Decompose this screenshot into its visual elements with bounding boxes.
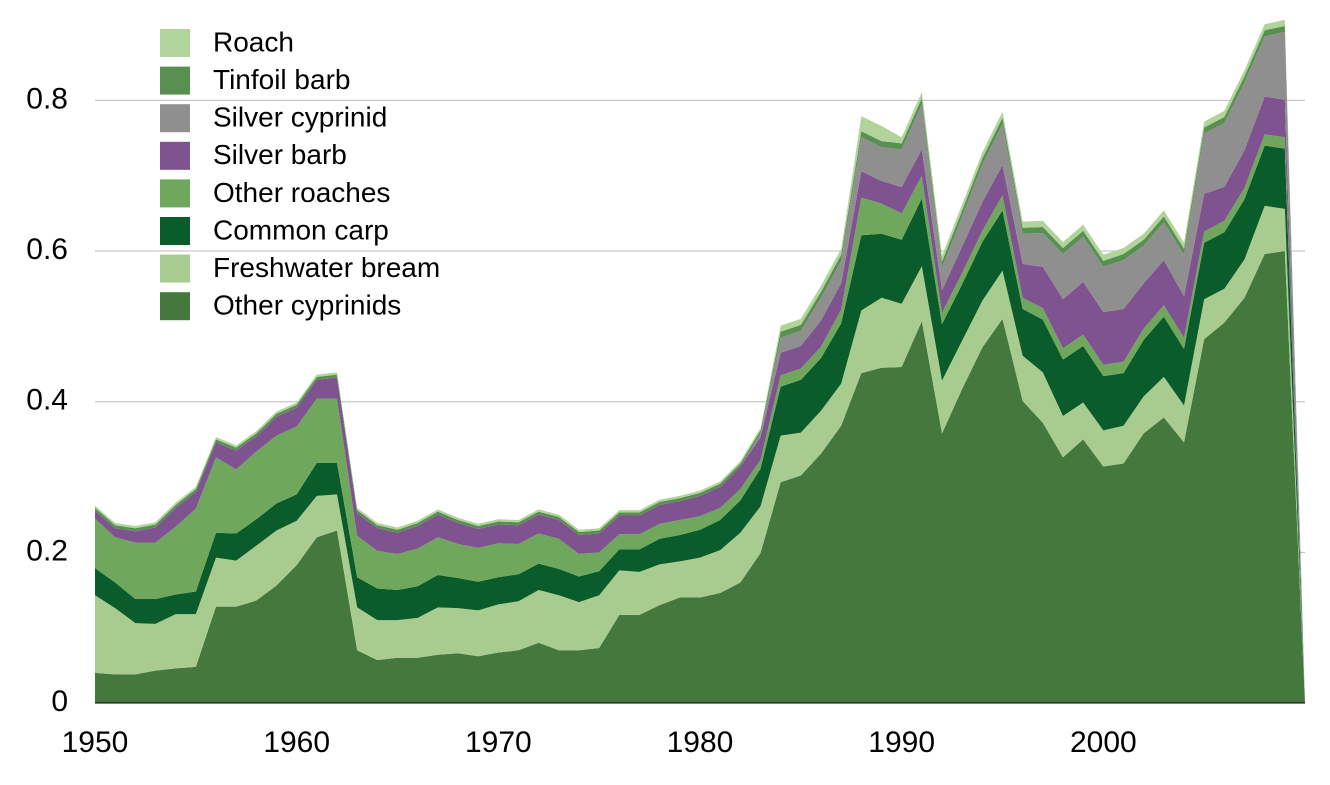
area [95, 205, 1305, 703]
legend-swatch [160, 179, 190, 208]
legend-label: Tinfoil barb [213, 64, 350, 95]
area [95, 134, 1305, 704]
x-tick-label: 2000 [1070, 726, 1137, 759]
area [95, 251, 1305, 704]
legend-label: Roach [213, 26, 294, 57]
y-tick-label: 0.8 [26, 82, 68, 115]
y-tick-label: 0.4 [26, 384, 68, 417]
legend-swatch [160, 66, 190, 95]
x-tick-label: 1960 [263, 726, 330, 759]
x-tick-label: 1990 [868, 726, 935, 759]
legend-swatch [160, 217, 190, 245]
legend-label: Silver cyprinid [213, 102, 387, 133]
legend-swatch [160, 141, 190, 170]
y-tick-label: 0.6 [26, 233, 68, 266]
x-tick-label: 1980 [667, 726, 734, 759]
x-tick-label: 1950 [62, 726, 129, 759]
legend-label: Other roaches [213, 177, 390, 208]
legend-label: Common carp [213, 214, 389, 245]
legend-swatch [160, 104, 190, 133]
area [95, 96, 1305, 703]
legend-label: Other cyprinids [213, 290, 401, 321]
legend-swatch [160, 292, 190, 321]
y-tick-label: 0.2 [26, 534, 68, 567]
legend-label: Freshwater bream [213, 252, 440, 283]
x-tick-label: 1970 [465, 726, 532, 759]
legend-swatch [160, 29, 190, 57]
legend-swatch [160, 254, 190, 283]
legend-label: Silver barb [213, 139, 347, 170]
y-tick-label: 0 [51, 685, 68, 718]
